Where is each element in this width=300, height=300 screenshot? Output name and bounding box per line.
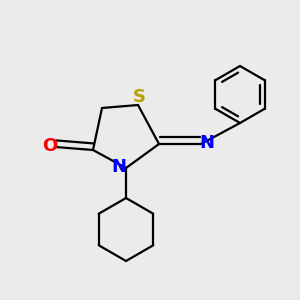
Text: S: S [133,88,146,106]
Text: O: O [43,137,58,155]
Text: N: N [199,134,214,152]
Text: N: N [111,158,126,176]
